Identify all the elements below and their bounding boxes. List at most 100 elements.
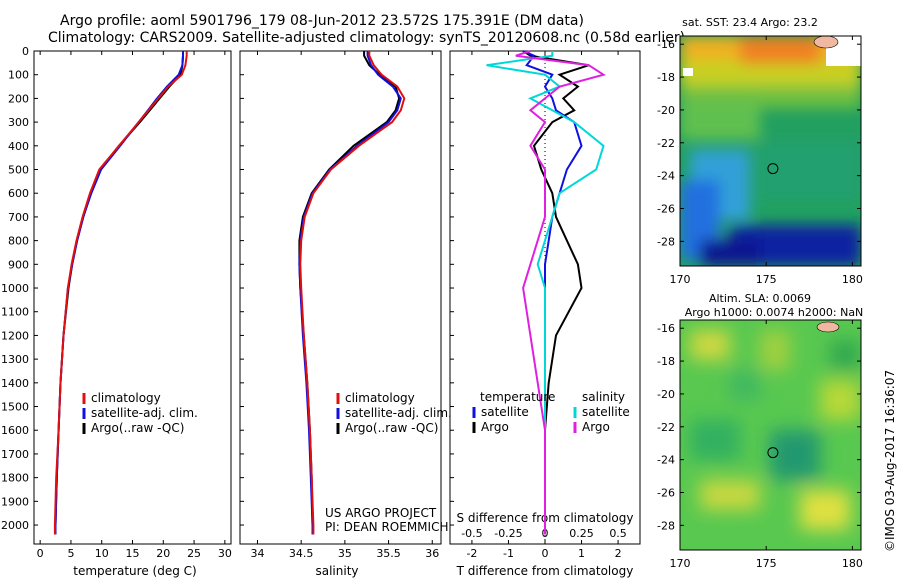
map-y-tick-label: -28 [657, 235, 675, 248]
y-tick-label: 500 [8, 164, 29, 177]
sst-blob [680, 100, 760, 140]
x-axis-label: T difference from climatology [456, 564, 634, 578]
map-y-tick-label: -16 [657, 38, 675, 51]
island [813, 36, 839, 49]
y-tick-label: 2000 [1, 519, 29, 532]
y-tick-label: 100 [8, 69, 29, 82]
sst-field [680, 36, 861, 266]
y-tick-label: 0 [22, 45, 29, 58]
y-tick-label: 600 [8, 187, 29, 200]
x-tick-label: 35.5 [376, 547, 401, 560]
float-marker [767, 163, 779, 175]
y-tick-label: 1500 [1, 401, 29, 414]
x-tick-label-s: -0.25 [494, 527, 522, 540]
y-tick-label: 700 [8, 211, 29, 224]
map-x-tick-label: 170 [670, 557, 691, 570]
y-tick-label: 400 [8, 140, 29, 153]
map-y-tick-label: -26 [657, 203, 675, 216]
sst-blob [740, 36, 820, 64]
map-x-tick-label: 180 [842, 557, 863, 570]
legend-label: Argo [582, 420, 610, 434]
sla-blob [730, 370, 760, 400]
map-title: Altim. SLA: 0.0069 [709, 292, 811, 305]
y-tick-label: 1300 [1, 353, 29, 366]
difference-line [486, 51, 605, 535]
map-frame [679, 35, 862, 267]
sla-blob [830, 340, 860, 370]
map-y-tick-label: -18 [657, 71, 675, 84]
y-tick-label: 1200 [1, 329, 29, 342]
timestamp-stamp: ©IMOS 03-Aug-2017 16:36:07 [883, 369, 897, 552]
legend-label: satellite [582, 405, 630, 419]
map-y-tick-label: -22 [657, 421, 675, 434]
y-tick-label: 800 [8, 235, 29, 248]
sla-blob [760, 330, 790, 370]
x-tick-label-s: -0.5 [461, 527, 482, 540]
legend-header: temperature [480, 390, 555, 404]
sla-blob [800, 490, 850, 530]
y-tick-label: 1000 [1, 282, 29, 295]
y-tick-label: 300 [8, 116, 29, 129]
x-tick-label: -1 [503, 547, 514, 560]
y-tick-label: 1700 [1, 448, 29, 461]
title-line-1: Argo profile: aoml 5901796_179 08-Jun-20… [60, 13, 584, 29]
land-mask [683, 68, 693, 76]
island [816, 321, 840, 333]
y-tick-label: 1800 [1, 472, 29, 485]
map-title: sat. SST: 23.4 Argo: 23.2 [682, 16, 818, 29]
x-tick-label: 34 [250, 547, 264, 560]
sla-blob [700, 480, 760, 510]
difference-line [515, 50, 606, 535]
x-tick-label: 10 [95, 547, 109, 560]
plot-frame [33, 50, 232, 545]
legend-label: Argo [481, 420, 509, 434]
x-tick-label: 1 [578, 547, 585, 560]
x-axis-label: temperature (deg C) [73, 564, 196, 578]
legend-label: climatology [345, 391, 415, 405]
y-tick-label: 1100 [1, 306, 29, 319]
y-tick-label: 200 [8, 92, 29, 105]
x-tick-label: 5 [67, 547, 74, 560]
x-tick-label: 20 [156, 547, 170, 560]
sla-blob [690, 330, 730, 360]
plot-frame [239, 50, 442, 545]
salinity-line [298, 51, 401, 535]
y-tick-label: 1900 [1, 495, 29, 508]
legend-label: satellite-adj. clim. [91, 406, 198, 420]
map-y-tick-label: -26 [657, 487, 675, 500]
sla-blob [690, 420, 740, 460]
float-marker [767, 447, 779, 459]
map-y-tick-label: -28 [657, 519, 675, 532]
sst-blob [760, 140, 861, 200]
map-frame [679, 319, 862, 551]
x-tick-label-s: 0.25 [569, 527, 594, 540]
temperature-line [54, 51, 184, 535]
y-tick-label: 1600 [1, 424, 29, 437]
salinity-line [299, 51, 406, 535]
x-tick-label-s: 0.5 [609, 527, 627, 540]
difference-line [522, 50, 590, 535]
map-x-tick-label: 180 [842, 273, 863, 286]
x-tick-label: 30 [218, 547, 232, 560]
x-tick-label: 36 [425, 547, 439, 560]
x-tick-label: 0 [37, 547, 44, 560]
x-tick-label: 0 [542, 547, 549, 560]
map-y-tick-label: -20 [657, 104, 675, 117]
legend-label: Argo(..raw -QC) [91, 421, 184, 435]
x-tick-label: 35 [338, 547, 352, 560]
map-y-tick-label: -24 [657, 454, 675, 467]
sla-field [680, 320, 861, 550]
legend-label: climatology [91, 391, 161, 405]
project-credit: US ARGO PROJECT [325, 506, 437, 520]
y-tick-label: 1400 [1, 377, 29, 390]
temperature-line [53, 51, 188, 535]
pi-credit: PI: DEAN ROEMMICH [325, 520, 449, 534]
map-x-tick-label: 170 [670, 273, 691, 286]
sst-blur [680, 36, 861, 266]
map-y-tick-label: -18 [657, 355, 675, 368]
map-y-tick-label: -24 [657, 170, 675, 183]
legend-label: satellite [481, 405, 529, 419]
map-y-tick-label: -20 [657, 388, 675, 401]
sst-blob [700, 240, 760, 266]
